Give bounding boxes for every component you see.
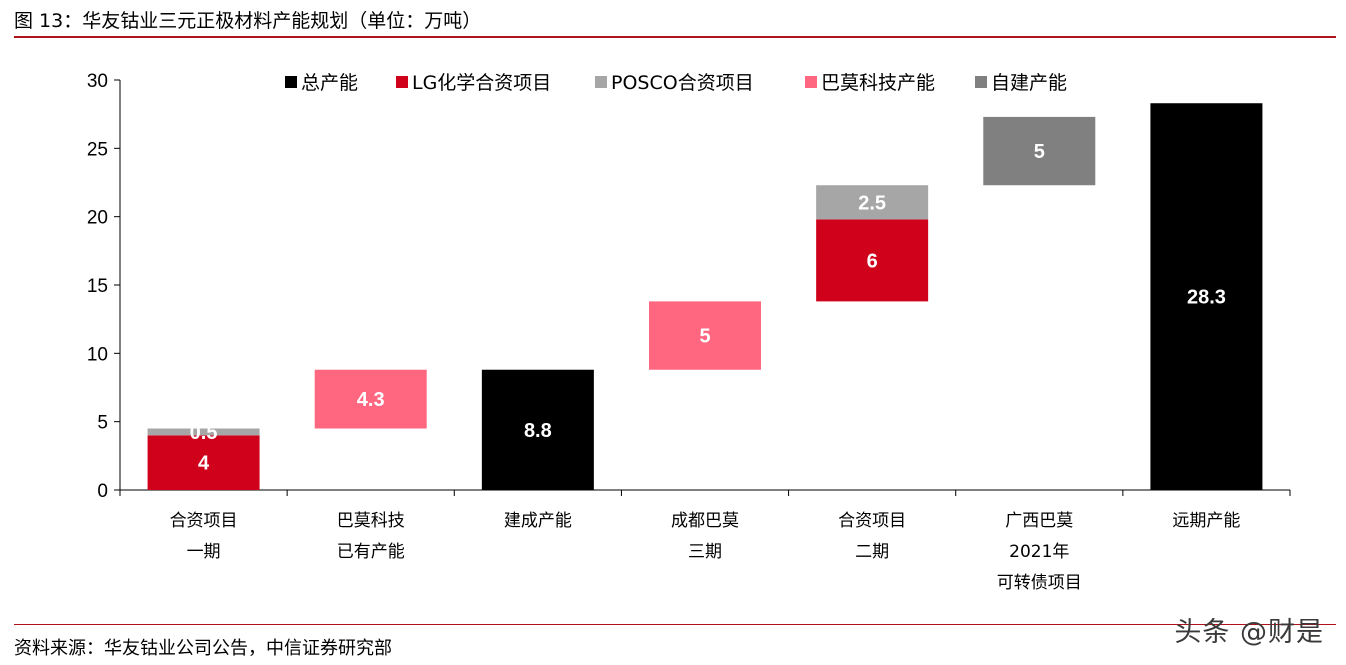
- y-tick-label: 30: [87, 71, 108, 92]
- bar: [1150, 103, 1263, 490]
- bar: [649, 301, 761, 370]
- data-label: 2.5: [858, 192, 886, 214]
- bar: [147, 435, 260, 490]
- data-label: 5: [1034, 141, 1045, 163]
- x-category-label: 建成产能: [504, 511, 572, 531]
- y-tick-label: 0: [97, 481, 108, 502]
- data-label: 28.3: [1187, 287, 1226, 309]
- legend-label: 巴莫科技产能: [821, 72, 935, 94]
- x-category-label: 二期: [855, 542, 889, 562]
- x-category-label: 已有产能: [337, 542, 405, 562]
- source-divider: [14, 624, 1336, 625]
- x-category-label: 三期: [688, 542, 722, 562]
- source-note: 资料来源：华友钴业公司公告，中信证券研究部: [14, 638, 392, 659]
- chart-title: 图 13：华友钴业三元正极材料产能规划（单位：万吨）: [14, 10, 482, 32]
- legend-label: 总产能: [301, 72, 358, 94]
- x-category-label: 一期: [187, 542, 221, 562]
- data-label: 6: [867, 250, 878, 272]
- bar: [314, 369, 427, 429]
- data-label: 8.8: [524, 420, 552, 442]
- legend-swatch: [975, 76, 987, 88]
- legend-swatch: [595, 76, 607, 88]
- legend-label: LG化学合资项目: [412, 72, 551, 94]
- bar: [481, 369, 594, 490]
- data-label: 0.5: [190, 422, 218, 444]
- y-tick-label: 5: [97, 413, 108, 434]
- data-label: 4.3: [357, 389, 385, 411]
- legend-swatch: [396, 76, 408, 88]
- legend-label: POSCO合资项目: [611, 72, 754, 94]
- data-label: 5: [699, 326, 710, 348]
- x-category-label: 广西巴莫: [1005, 511, 1073, 531]
- watermark: 头条 @财是: [1174, 617, 1324, 648]
- y-tick-label: 20: [87, 208, 108, 229]
- x-category-label: 2021年: [1009, 542, 1069, 562]
- bar: [147, 428, 260, 436]
- x-category-label: 巴莫科技: [337, 511, 405, 531]
- y-tick-label: 15: [87, 276, 108, 297]
- legend-label: 自建产能: [991, 72, 1067, 94]
- x-category-label: 成都巴莫: [671, 511, 739, 531]
- bar: [983, 116, 1096, 186]
- y-tick-label: 10: [87, 344, 108, 365]
- x-category-label: 合资项目: [838, 511, 906, 531]
- legend-swatch: [285, 76, 297, 88]
- bar: [816, 185, 929, 220]
- x-category-label: 远期产能: [1172, 511, 1240, 531]
- legend-swatch: [805, 76, 817, 88]
- bar: [816, 219, 929, 302]
- y-tick-label: 25: [87, 139, 108, 160]
- x-category-label: 合资项目: [170, 511, 238, 531]
- x-category-label: 可转债项目: [997, 573, 1082, 593]
- title-divider: [14, 36, 1336, 38]
- data-label: 4: [198, 453, 210, 475]
